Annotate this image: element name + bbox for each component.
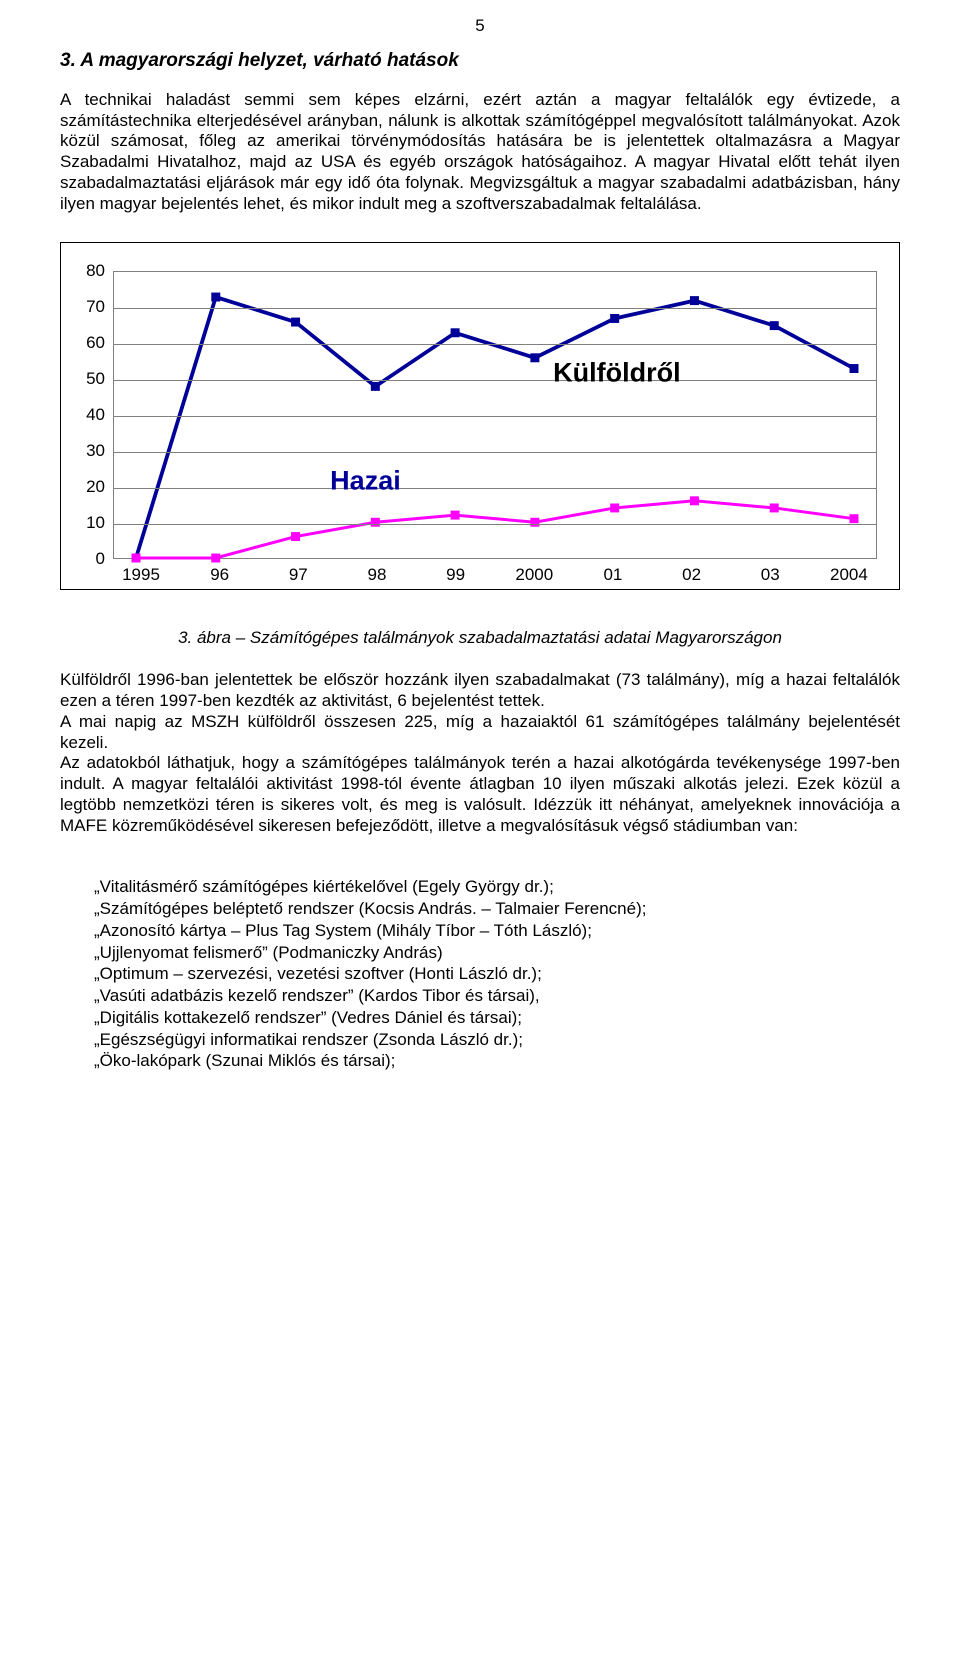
spacer xyxy=(60,854,900,876)
chart-series-marker xyxy=(770,322,779,331)
chart-plot-area: Külföldről Hazai xyxy=(113,271,877,559)
intro-paragraph: A technikai haladást semmi sem képes elz… xyxy=(60,90,900,214)
bullet-item: „Optimum – szervezési, vezetési szoftver… xyxy=(94,963,900,985)
chart-x-axis-labels: 1995 96 97 98 99 2000 01 02 03 2004 xyxy=(113,565,877,585)
chart-series-marker xyxy=(451,511,460,520)
chart-gridline xyxy=(114,524,876,525)
chart-y-tick-label: 50 xyxy=(75,369,105,389)
bullet-item: „Öko-lakópark (Szunai Miklós és társai); xyxy=(94,1050,900,1072)
chart-series-marker xyxy=(211,554,220,563)
chart-x-tick-label: 1995 xyxy=(113,565,169,585)
chart-gridline xyxy=(114,344,876,345)
chart-x-tick-label: 2004 xyxy=(821,565,877,585)
chart-series-marker xyxy=(690,297,699,306)
chart-y-tick-label: 80 xyxy=(75,261,105,281)
section-heading: 3. A magyarországi helyzet, várható hatá… xyxy=(60,50,900,72)
chart-series-marker xyxy=(371,382,380,391)
bullet-item: „Vasúti adatbázis kezelő rendszer” (Kard… xyxy=(94,985,900,1007)
chart-x-tick-label: 98 xyxy=(349,565,405,585)
chart-x-tick-label: 01 xyxy=(585,565,641,585)
chart-series-marker xyxy=(211,293,220,302)
chart-series-marker xyxy=(610,504,619,513)
chart-y-tick-label: 10 xyxy=(75,513,105,533)
chart-y-tick-label: 40 xyxy=(75,405,105,425)
paragraph-2: Külföldről 1996-ban jelentettek be elősz… xyxy=(60,670,900,711)
chart-container: KülföldrőlHazai 01020304050607080 199596… xyxy=(60,242,900,590)
paragraph-4: Az adatokból láthatjuk, hogy a számítógé… xyxy=(60,753,900,836)
chart-series-marker xyxy=(690,497,699,506)
chart-series-marker xyxy=(132,554,141,563)
chart-svg xyxy=(114,272,876,558)
chart-x-tick-label: 2000 xyxy=(506,565,562,585)
chart-x-tick-label: 02 xyxy=(664,565,720,585)
bullet-item: „Egészségügyi informatikai rendszer (Zso… xyxy=(94,1029,900,1051)
bullet-item: „Azonosító kártya – Plus Tag System (Mih… xyxy=(94,920,900,942)
paragraph-3: A mai napig az MSZH külföldről összesen … xyxy=(60,712,900,753)
chart-series-marker xyxy=(371,518,380,527)
bullet-item: „Digitális kottakezelő rendszer” (Vedres… xyxy=(94,1007,900,1029)
chart-gridline xyxy=(114,416,876,417)
chart-series-marker xyxy=(850,364,859,373)
chart-plot-frame: KülföldrőlHazai 01020304050607080 xyxy=(113,271,877,559)
chart-series-marker xyxy=(530,518,539,527)
chart-series-marker xyxy=(770,504,779,513)
chart-gridline xyxy=(114,308,876,309)
chart-gridline xyxy=(114,452,876,453)
bullet-item: „Ujjlenyomat felismerő” (Podmaniczky And… xyxy=(94,942,900,964)
chart-series-marker xyxy=(291,532,300,541)
chart-series-line xyxy=(136,501,854,558)
chart-caption: 3. ábra – Számítógépes találmányok szaba… xyxy=(60,628,900,648)
chart-x-tick-label: 99 xyxy=(428,565,484,585)
chart-gridline xyxy=(114,488,876,489)
chart-y-tick-label: 0 xyxy=(75,549,105,569)
chart-series-label: Hazai xyxy=(330,466,401,497)
chart-series-marker xyxy=(610,314,619,323)
document-page: 5 3. A magyarországi helyzet, várható ha… xyxy=(0,0,960,1112)
bullet-item: „Vitalitásmérő számítógépes kiértékelőve… xyxy=(94,876,900,898)
bullet-item: „Számítógépes beléptető rendszer (Kocsis… xyxy=(94,898,900,920)
chart-x-tick-label: 96 xyxy=(192,565,248,585)
chart-series-marker xyxy=(451,329,460,338)
chart-y-tick-label: 60 xyxy=(75,333,105,353)
chart-gridline xyxy=(114,380,876,381)
chart-series-marker xyxy=(530,354,539,363)
bullet-list: „Vitalitásmérő számítógépes kiértékelőve… xyxy=(94,876,900,1072)
chart-y-tick-label: 30 xyxy=(75,441,105,461)
chart-series-marker xyxy=(850,515,859,524)
chart-y-tick-label: 20 xyxy=(75,477,105,497)
chart-x-tick-label: 97 xyxy=(270,565,326,585)
page-number: 5 xyxy=(60,16,900,36)
chart-x-tick-label: 03 xyxy=(742,565,798,585)
chart-series-label: Külföldről xyxy=(553,358,680,389)
chart-y-tick-label: 70 xyxy=(75,297,105,317)
chart-series-marker xyxy=(291,318,300,327)
